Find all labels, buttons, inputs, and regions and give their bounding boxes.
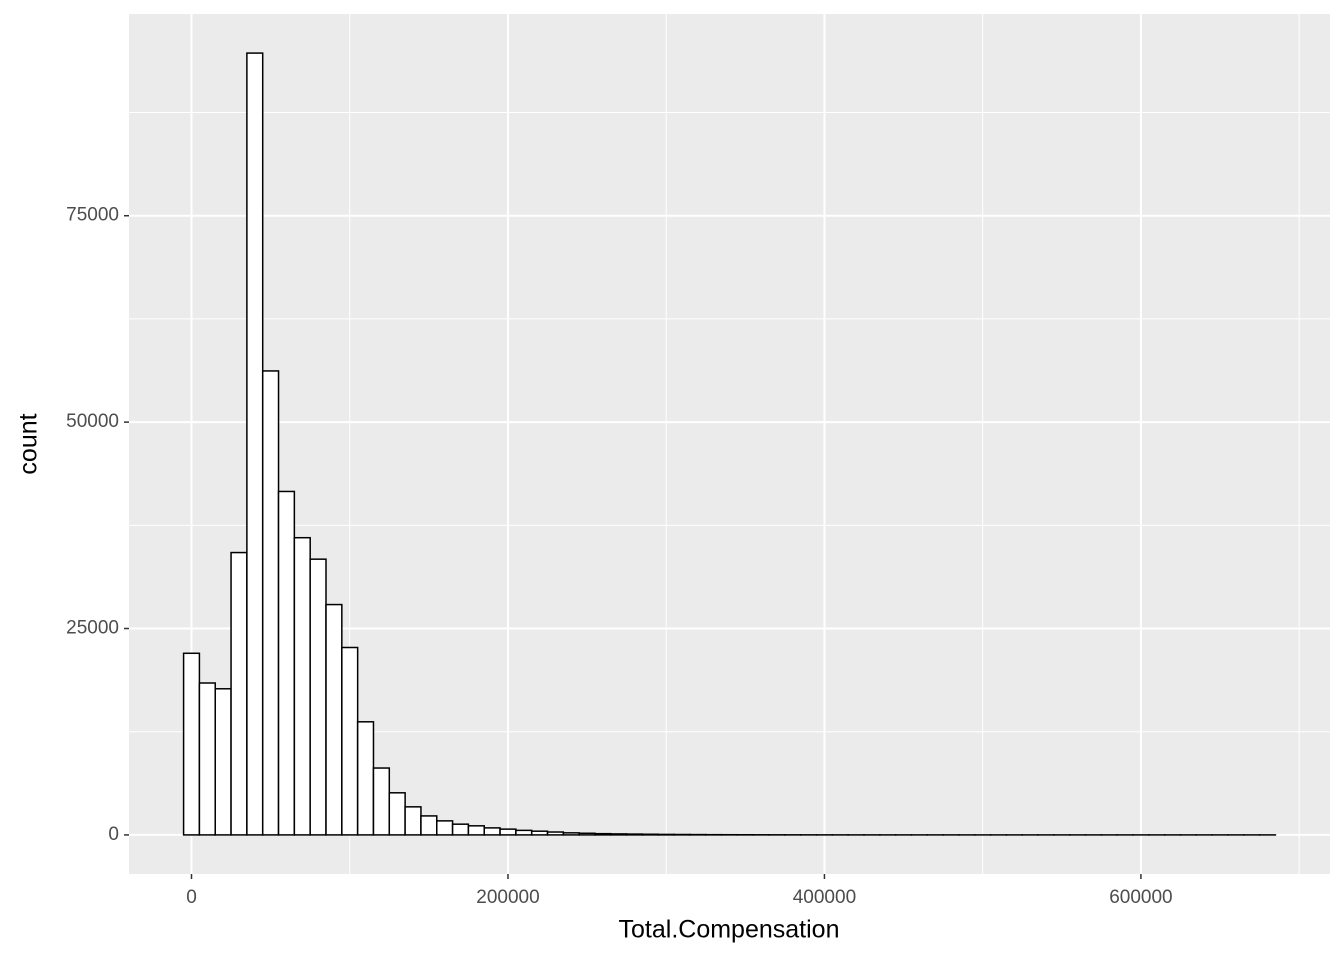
y-tick-label: 50000 bbox=[66, 411, 119, 432]
bar bbox=[499, 828, 517, 836]
grid bbox=[129, 14, 1330, 874]
bar bbox=[277, 490, 296, 836]
bar bbox=[578, 832, 596, 836]
bar bbox=[356, 721, 375, 836]
x-tick-label: 400000 bbox=[793, 887, 856, 908]
bars bbox=[182, 52, 1277, 836]
bar bbox=[341, 646, 359, 836]
x-tick-label: 600000 bbox=[1109, 887, 1172, 908]
bar bbox=[293, 536, 311, 836]
y-tick-label: 25000 bbox=[66, 618, 119, 639]
x-tick-label: 0 bbox=[186, 887, 197, 908]
y-axis-title: count bbox=[15, 413, 43, 474]
bar bbox=[372, 767, 391, 836]
bar bbox=[625, 833, 644, 836]
bar bbox=[562, 832, 580, 836]
bar bbox=[214, 688, 232, 836]
bar bbox=[641, 833, 660, 836]
bar bbox=[309, 558, 327, 836]
bar bbox=[546, 831, 565, 836]
ticks: 0 200000 400000 600000 0 25000 50000 75000 bbox=[66, 205, 1172, 908]
bar bbox=[325, 603, 343, 836]
bar bbox=[230, 551, 248, 836]
bar bbox=[467, 825, 485, 836]
bar bbox=[436, 820, 454, 836]
bar bbox=[515, 829, 533, 836]
y-tick-label: 0 bbox=[108, 824, 119, 845]
bar bbox=[530, 830, 549, 836]
x-axis-title: Total.Compensation bbox=[619, 916, 840, 944]
bar bbox=[246, 52, 264, 836]
bar bbox=[451, 823, 470, 836]
bar bbox=[594, 832, 612, 836]
bar bbox=[198, 682, 216, 836]
bar bbox=[261, 370, 280, 836]
bar bbox=[420, 815, 438, 836]
y-tick-label: 75000 bbox=[66, 205, 119, 226]
bar bbox=[388, 792, 406, 836]
bar bbox=[404, 806, 422, 836]
bar bbox=[610, 833, 628, 836]
x-tick-label: 200000 bbox=[476, 887, 539, 908]
bar bbox=[182, 652, 201, 836]
bar bbox=[483, 827, 501, 836]
